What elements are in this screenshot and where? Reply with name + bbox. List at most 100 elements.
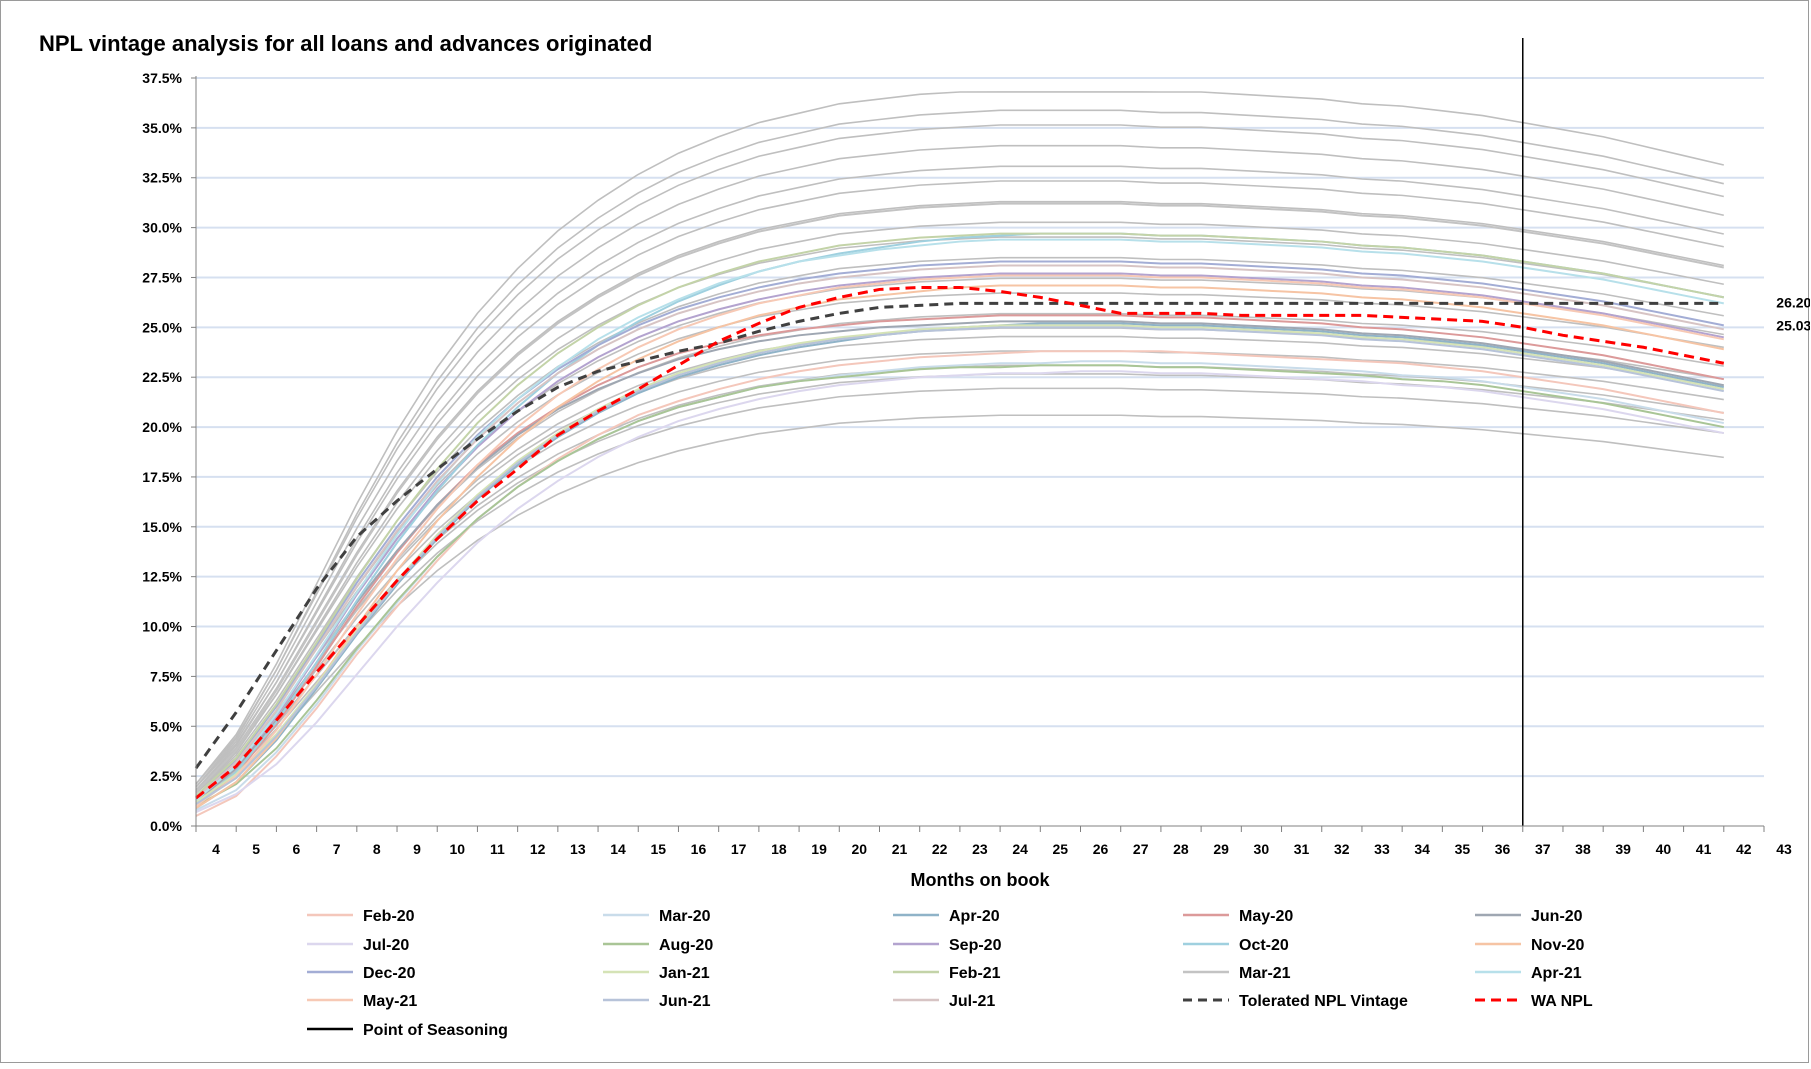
legend-label-jul-20: Jul-20 [363,937,409,954]
annotations: 26.20% 25.03% [1776,294,1811,334]
series-line-wa-npl [195,285,1725,800]
x-tick-label: 11 [490,841,505,857]
x-tick-label: 17 [731,841,747,857]
y-tick-label: 27.5% [142,269,182,285]
legend: Feb-20 Mar-20 Apr-20 May-20 Jun-20 Jul-20 Aug-… [307,908,1593,1039]
x-tick-label: 6 [293,841,301,857]
series-line-jul-21 [195,264,1724,799]
x-tick-label: 43 [1776,841,1792,857]
x-tick-label: 41 [1696,841,1712,857]
series-line-jun-21 [195,326,1724,805]
legend-label-mar-20: Mar-20 [659,908,711,925]
y-tick-label: 10.0% [142,619,182,635]
x-tick-label: 34 [1414,841,1430,857]
x-tick-label: 33 [1374,841,1390,857]
x-tick-label: 31 [1294,841,1310,857]
legend-label-dec-20: Dec-20 [363,965,416,982]
y-tick-label: 37.5% [142,70,182,86]
background-vintage-line [195,373,1724,799]
x-tick-label: 16 [691,841,707,857]
x-tick-label: 36 [1495,841,1511,857]
background-vintage-line [195,109,1724,788]
legend-label-apr-20: Apr-20 [949,908,1000,925]
legend-label-may-21: May-21 [363,993,417,1010]
background-vintage-lines [195,91,1724,805]
x-tick-label: 7 [333,841,341,857]
series-line-feb-20 [195,350,1724,817]
background-vintage-line [195,350,1724,799]
legend-label-wa-npl: WA NPL [1531,993,1593,1010]
series-line-aug-20 [195,364,1724,807]
background-vintage-line [195,335,1724,797]
x-tick-label: 38 [1575,841,1591,857]
y-tick-label: 22.5% [142,369,182,385]
x-tick-label: 15 [650,841,666,857]
series-line-nov-20 [195,284,1724,809]
axes [195,76,1764,827]
series-line-jul-20 [195,370,1724,813]
legend-label-apr-21: Apr-21 [1531,965,1582,982]
x-tick-label: 28 [1173,841,1189,857]
legend-label-jun-21: Jun-21 [659,993,711,1010]
x-tick-label: 27 [1133,841,1149,857]
x-tick-label: 9 [413,841,421,857]
background-vintage-line [195,221,1724,794]
legend-label-point-of-seasoning: Point of Seasoning [363,1022,508,1039]
legend-label-mar-21: Mar-21 [1239,965,1291,982]
background-vintage-line [195,387,1724,801]
y-tick-label: 2.5% [150,768,182,784]
y-tick-label: 15.0% [142,519,182,535]
series-line-feb-21 [195,232,1724,797]
legend-label-sep-20: Sep-20 [949,937,1002,954]
x-tick-label: 13 [570,841,586,857]
x-tick-label: 8 [373,841,381,857]
y-tick-label: 7.5% [150,668,182,684]
x-tick-labels: 4 5 6 7 8 9 10 11 12 13 14 15 16 17 18 19 20 21 22 23 24 25 26… [195,826,1792,857]
x-tick-label: 32 [1334,841,1350,857]
y-tick-label: 35.0% [142,120,182,136]
y-tick-labels: 0.0% 2.5% 5.0% 7.5% 10.0% 12.5% 15.0% 17.5% 20.0… [142,70,196,834]
x-tick-label: 18 [771,841,787,857]
x-tick-label: 10 [449,841,465,857]
x-tick-label: 29 [1213,841,1229,857]
y-tick-label: 20.0% [142,419,182,435]
x-tick-label: 26 [1093,841,1109,857]
y-tick-label: 0.0% [150,818,182,834]
background-vintage-line [195,180,1724,788]
background-vintage-line [195,414,1724,805]
data-label: 25.03% [1776,318,1810,334]
x-tick-label: 24 [1012,841,1028,857]
y-tick-label: 12.5% [142,569,182,585]
y-tick-label: 5.0% [150,718,182,734]
series-line-jun-20 [195,320,1724,803]
chart-title: NPL vintage analysis for all loans and a… [39,31,652,56]
legend-label-jan-21: Jan-21 [659,965,710,982]
y-tick-label: 25.0% [142,319,182,335]
x-tick-label: 19 [811,841,827,857]
legend-label-jul-21: Jul-21 [949,993,995,1010]
y-tick-label: 17.5% [142,469,182,485]
x-axis-title: Months on book [911,870,1051,890]
x-tick-label: 4 [212,841,220,857]
x-tick-label: 42 [1736,841,1752,857]
x-tick-label: 12 [530,841,546,857]
x-tick-label: 25 [1053,841,1069,857]
legend-label-feb-21: Feb-21 [949,965,1001,982]
x-tick-label: 35 [1455,841,1471,857]
series-line-jan-21 [195,324,1724,803]
series-line-apr-20 [195,322,1724,809]
background-vintage-line [195,200,1724,791]
legend-label-feb-20: Feb-20 [363,908,415,925]
background-vintage-line [195,124,1724,785]
legend-label-aug-20: Aug-20 [659,937,713,954]
background-vintage-line [195,256,1724,794]
x-tick-label: 20 [851,841,867,857]
background-vintage-line [195,144,1724,788]
data-label: 26.20% [1776,294,1810,310]
background-vintage-line [195,165,1724,791]
series-line-mar-20 [195,360,1724,811]
series-line-may-21 [195,274,1724,807]
x-tick-label: 37 [1535,841,1551,857]
